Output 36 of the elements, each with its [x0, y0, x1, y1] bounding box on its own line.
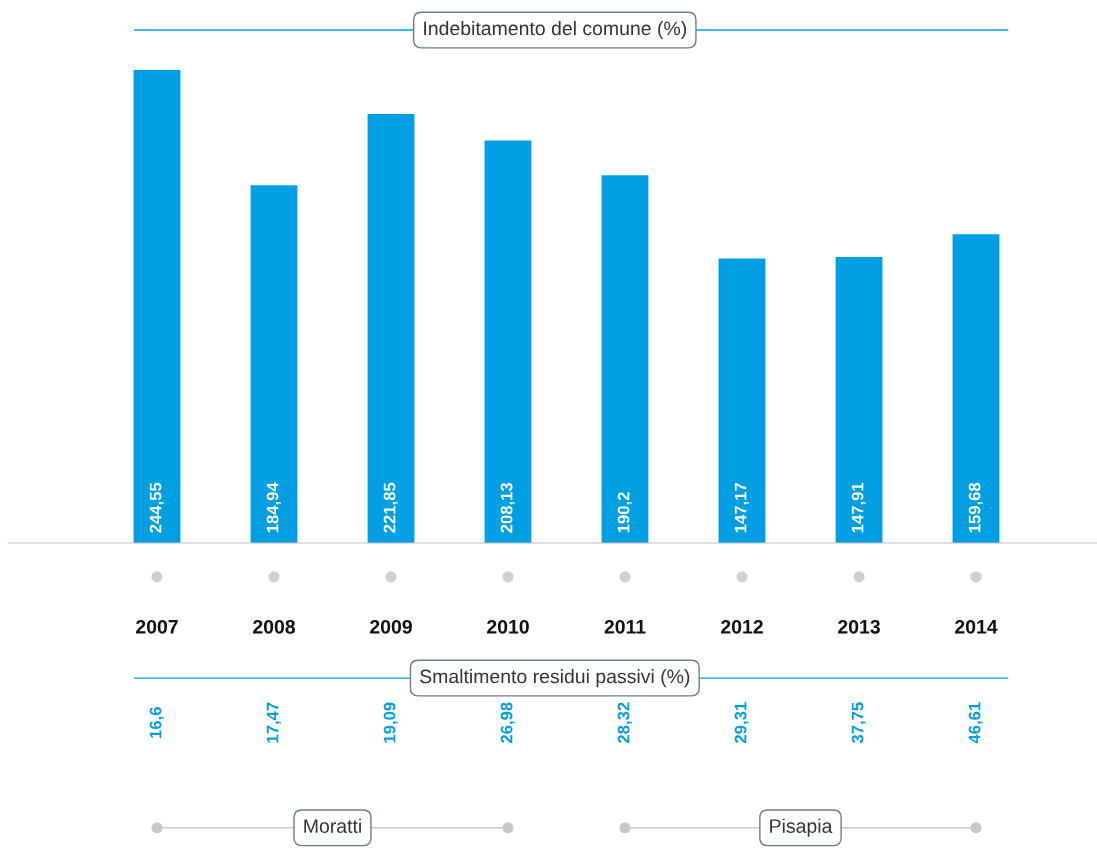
- text: 28,32: [617, 702, 632, 743]
- data-label: 221,85: [383, 482, 398, 533]
- data-label: 190,2: [617, 492, 632, 533]
- x-tick-label: 2007: [136, 619, 178, 634]
- bar: [718, 258, 766, 543]
- bar: [952, 234, 1000, 543]
- data-label: 147,17: [734, 483, 749, 533]
- data-label: 208,13: [500, 482, 515, 533]
- bar: [835, 256, 883, 543]
- data-label: 244,55: [149, 482, 164, 533]
- x-tick-label: 2010: [487, 619, 529, 634]
- chart-title: Indebitamento del comune (%): [424, 21, 687, 40]
- text: 46,61: [968, 702, 983, 744]
- x-tick-label: 2012: [721, 619, 763, 634]
- x-tick-label: 2009: [370, 619, 412, 634]
- x-tick-label: 2011: [604, 619, 646, 634]
- data-label: 147,91: [851, 482, 866, 533]
- text: 19,09: [383, 702, 398, 743]
- x-tick-label: 2008: [253, 619, 296, 634]
- text: Pisapia: [770, 818, 833, 837]
- bar: [484, 140, 532, 543]
- bar: [250, 185, 298, 543]
- text: 37,75: [851, 702, 866, 744]
- bar: [133, 70, 181, 543]
- x-tick-label: 2013: [838, 619, 880, 634]
- data-label: 159,68: [968, 482, 983, 533]
- text: 16,6: [149, 707, 164, 738]
- text: 29,31: [734, 702, 749, 743]
- text: 26,98: [500, 702, 515, 743]
- bar: [601, 175, 649, 543]
- bar: [367, 113, 415, 543]
- x-tick-label: 2014: [955, 619, 998, 634]
- data-label: 184,94: [266, 482, 281, 533]
- text: Smaltimento residui passivi (%): [420, 669, 690, 688]
- text: Moratti: [304, 818, 361, 833]
- text: 17,47: [266, 702, 281, 743]
